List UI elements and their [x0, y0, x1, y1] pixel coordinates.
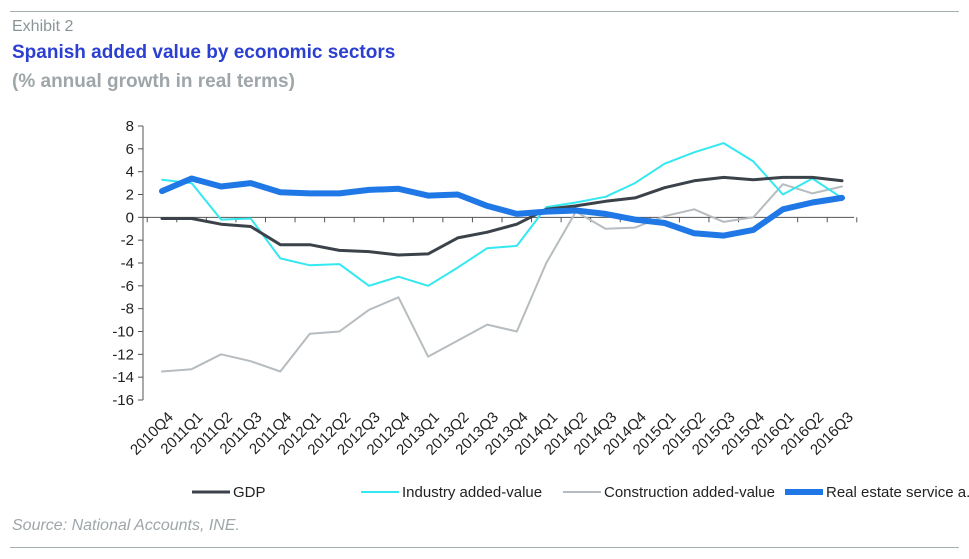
y-tick-label: 4	[126, 164, 134, 181]
legend-label: Construction added-value	[604, 484, 775, 501]
series-line	[160, 175, 844, 257]
y-tick-label: 0	[126, 209, 134, 226]
exhibit-label: Exhibit 2	[12, 18, 74, 35]
y-tick-label: -4	[121, 255, 134, 272]
legend-item: Construction added-value	[563, 484, 775, 501]
y-tick-label: -6	[121, 278, 134, 295]
chart-subtitle: (% annual growth in real terms)	[12, 71, 295, 92]
top-rule	[10, 11, 959, 12]
y-tick-label: -14	[112, 369, 134, 386]
legend-label: Real estate service a.v.	[826, 484, 969, 501]
y-tick-label: -12	[112, 346, 134, 363]
series-line	[161, 142, 843, 287]
bottom-rule	[10, 547, 959, 548]
legend-item: Real estate service a.v.	[785, 484, 969, 501]
y-tick-label: 6	[126, 141, 134, 158]
y-tick-label: -8	[121, 301, 134, 318]
series-line	[161, 183, 843, 373]
y-tick-label: 2	[126, 187, 134, 204]
y-tick-label: -10	[112, 324, 134, 341]
series-line	[159, 175, 845, 239]
y-tick-label: -16	[112, 392, 134, 409]
legend-item: Industry added-value	[361, 484, 542, 501]
y-tick-label: -2	[121, 232, 134, 249]
source-note: Source: National Accounts, INE.	[12, 517, 240, 534]
legend-label: GDP	[233, 484, 266, 501]
chart-title: Spanish added value by economic sectors	[12, 42, 396, 63]
legend-item: GDP	[192, 484, 266, 501]
y-tick-label: 8	[126, 118, 134, 135]
legend-label: Industry added-value	[402, 484, 542, 501]
